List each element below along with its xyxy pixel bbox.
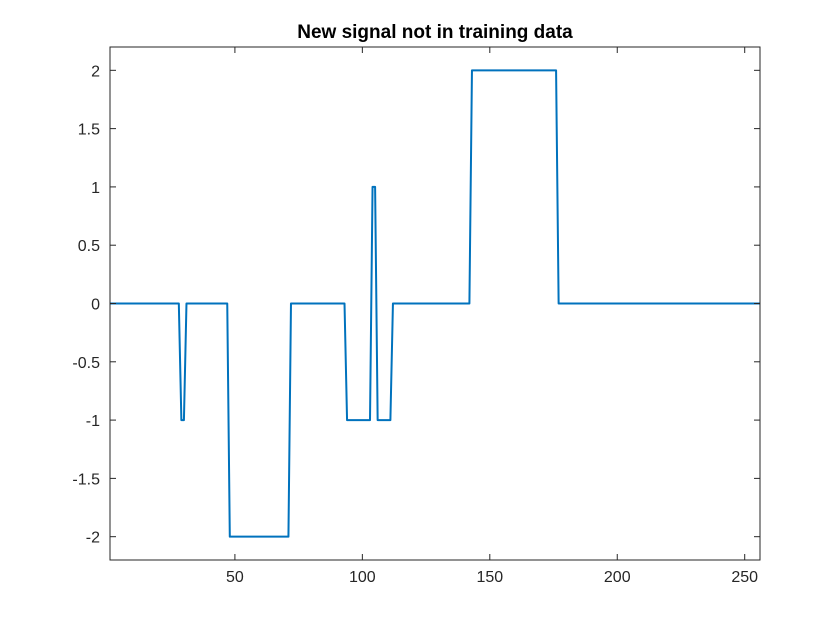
y-tick-label: -0.5 bbox=[72, 355, 100, 372]
y-tick-label: 1 bbox=[91, 180, 100, 197]
y-tick-label: -2 bbox=[86, 530, 100, 547]
x-tick-label: 100 bbox=[349, 569, 376, 586]
y-tick-label: -1 bbox=[86, 413, 100, 430]
y-tick-label: 0.5 bbox=[78, 238, 100, 255]
y-tick-label: -1.5 bbox=[72, 471, 100, 488]
chart-title: New signal not in training data bbox=[297, 22, 573, 43]
series-layer bbox=[110, 69, 760, 538]
axes-layer: 50 100 150 200 250 2 1.5 1 0.5 0 -0.5 -1 -1.5 -2 bbox=[72, 46, 761, 586]
y-tick-label: 0 bbox=[91, 297, 100, 314]
y-tick-label: 2 bbox=[91, 63, 100, 80]
x-tick-label: 200 bbox=[604, 569, 631, 586]
x-tick-label: 250 bbox=[731, 569, 758, 586]
series-line-1 bbox=[110, 69, 760, 538]
x-tick-label: 50 bbox=[226, 569, 244, 586]
y-tick-label: 1.5 bbox=[78, 122, 100, 139]
x-tick-label: 150 bbox=[476, 569, 503, 586]
